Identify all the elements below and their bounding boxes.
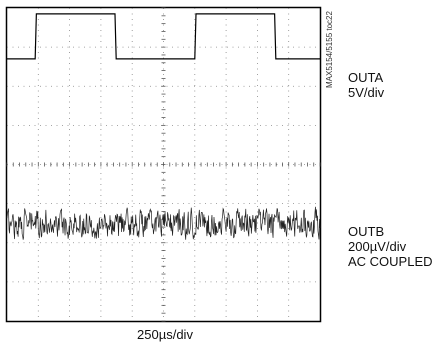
outb-coupling: AC COUPLED [348, 254, 433, 269]
outb-label: OUTB 200µV/div AC COUPLED [348, 224, 433, 269]
x-scale-label: 250µs/div [137, 327, 193, 342]
outa-scale: 5V/div [348, 85, 385, 100]
outb-scale: 200µV/div [348, 239, 407, 254]
outb-trace [6, 206, 321, 240]
outa-name: OUTA [348, 70, 384, 85]
outb-name: OUTB [348, 224, 385, 239]
outa-label: OUTA 5V/div [348, 70, 384, 100]
traces [6, 13, 321, 240]
part-number: MAX5154/5155 toc22 [325, 4, 336, 94]
part-number-text: MAX5154/5155 toc22 [325, 11, 334, 88]
outa-trace [7, 13, 320, 60]
graticule [6, 7, 321, 322]
